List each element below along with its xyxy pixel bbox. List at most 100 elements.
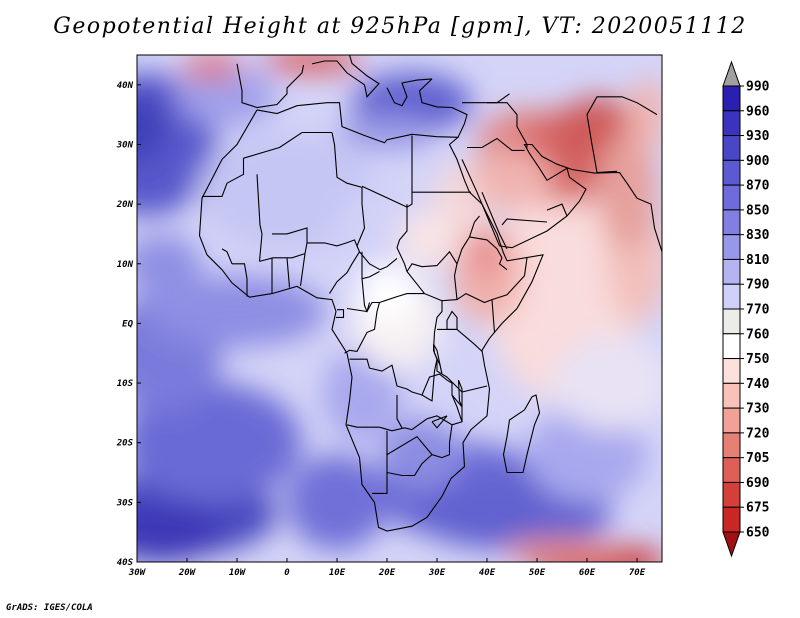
lat-tick-label: 40N	[117, 81, 134, 91]
colorbar-label: 720	[746, 426, 770, 441]
field-patch	[627, 78, 662, 151]
colorbar-swatch	[722, 135, 741, 161]
lat-tick-label: EQ	[122, 319, 133, 329]
country-border	[498, 257, 508, 271]
iraq-border	[487, 102, 528, 148]
colorbar-swatch	[722, 234, 741, 260]
colorbar-label: 870	[746, 179, 770, 194]
country-border	[336, 309, 345, 318]
italy-coastline	[311, 55, 380, 98]
madagascar-coastline	[502, 394, 541, 474]
arabia-asia-coastline	[461, 143, 662, 252]
country-border	[299, 253, 306, 286]
country-border	[546, 203, 568, 217]
map-frame	[136, 54, 663, 563]
colorbar-label: 690	[746, 476, 770, 491]
field-patch	[137, 233, 202, 294]
colorbar-swatch	[722, 209, 741, 236]
field-patch	[357, 263, 417, 324]
country-border	[256, 174, 263, 262]
colorbar-swatch	[722, 358, 741, 384]
lat-tick-label: 30N	[116, 140, 134, 150]
colorbar-swatch	[722, 184, 741, 211]
field-patch	[397, 210, 457, 270]
colorbar-swatch	[722, 333, 741, 360]
colorbar-swatch	[722, 283, 741, 310]
colorbar-swatch	[722, 110, 741, 137]
field-patch	[502, 538, 622, 562]
field-patch	[527, 406, 647, 503]
colorbar-swatch	[722, 382, 741, 409]
colorbar-label: 930	[746, 129, 770, 144]
lon-tick-label: 0	[284, 568, 290, 578]
lat-tick-label: 10S	[117, 379, 134, 389]
lon-tick-label: 20W	[178, 568, 197, 578]
colorbar-swatch	[722, 506, 741, 533]
country-border	[333, 144, 363, 205]
field-patch	[287, 454, 387, 551]
colorbar-swatch	[722, 308, 741, 335]
page-title: Geopotential Height at 925hPa [gpm], VT:…	[53, 14, 747, 39]
country-border	[232, 263, 248, 297]
country-border	[272, 227, 308, 243]
greece-coastline	[386, 78, 433, 107]
lon-tick-label: 20E	[378, 568, 396, 578]
latitude-axis: 40N 30N 20N 10N EQ 10S 20S 30S 40S	[116, 81, 141, 568]
country-border	[202, 158, 245, 197]
colorbar-label: 810	[746, 253, 770, 268]
country-border	[361, 278, 425, 313]
africa-coastline	[198, 102, 544, 532]
lat-tick-label: 20N	[116, 200, 134, 210]
country-border	[346, 302, 371, 313]
iran-afghanistan-border	[586, 96, 658, 174]
lat-tick-label: 10N	[117, 260, 134, 270]
colorbar-label: 960	[746, 104, 770, 119]
country-border	[451, 394, 463, 426]
lon-tick-label: 10W	[229, 568, 247, 578]
lon-tick-label: 40E	[479, 568, 496, 578]
colorbar-label: 750	[746, 352, 770, 367]
lon-tick-label: 50E	[529, 568, 546, 578]
lake-outline	[432, 344, 443, 375]
colorbar-swatch	[722, 481, 741, 508]
colorbar-swatch	[722, 457, 741, 483]
credit-text: GrADS: IGES/COLA	[6, 603, 93, 613]
colorbar-label: 740	[746, 377, 770, 392]
country-border	[386, 435, 443, 459]
country-border	[221, 248, 233, 265]
country-border	[243, 131, 332, 159]
colorbar-label: 730	[746, 402, 770, 417]
colorbar-label: 850	[746, 203, 770, 218]
colorbar-bottom-arrow	[722, 531, 741, 558]
country-border	[436, 359, 488, 393]
country-border	[286, 257, 291, 288]
field-patch	[137, 383, 302, 503]
field-patch	[137, 90, 167, 163]
lon-tick-label: 30W	[128, 568, 147, 578]
lake-outline	[446, 310, 458, 330]
colorbar-label: 830	[746, 228, 770, 243]
country-border	[356, 245, 398, 271]
red-sea-coast	[481, 191, 508, 250]
country-border	[467, 137, 525, 151]
field-patch	[467, 227, 507, 276]
country-border	[501, 218, 548, 226]
lat-tick-label: 40S	[117, 558, 134, 568]
country-border	[331, 132, 336, 145]
lat-tick-label: 30S	[116, 498, 134, 508]
field-patch	[382, 418, 462, 491]
colorbar-swatch	[722, 258, 741, 285]
lake-outline	[431, 415, 448, 429]
country-border	[361, 185, 408, 208]
country-border	[441, 292, 496, 334]
lon-tick-label: 10E	[329, 568, 346, 578]
coastlines	[198, 55, 662, 532]
colorbar: 990 960 930 900 870 850 830 810 790 770 760 750 740 7…	[722, 60, 770, 558]
colorbar-label: 705	[746, 451, 769, 466]
colorbar-label: 675	[746, 501, 769, 516]
country-border	[491, 257, 528, 301]
longitude-axis: 30W 20W 10W 0 10E 20E 30E 40E 50E 60E 70E	[128, 558, 646, 578]
colorbar-swatch	[722, 407, 741, 434]
colorbar-swatch	[722, 432, 741, 459]
